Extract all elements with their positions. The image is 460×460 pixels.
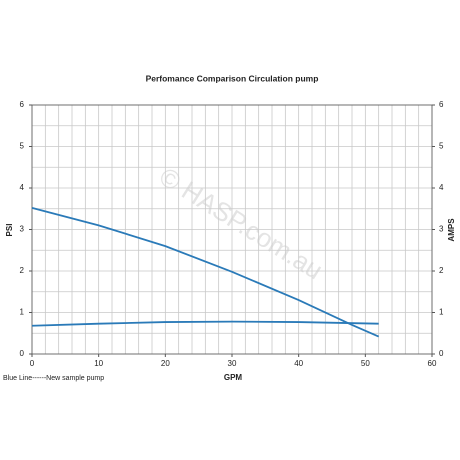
series-line xyxy=(31,207,380,338)
y2-tick-label: 0 xyxy=(439,349,444,358)
series-line xyxy=(31,320,379,327)
y2-tick-label: 5 xyxy=(439,142,444,151)
y2-tick-label: 1 xyxy=(439,308,444,317)
y2-tick-label: 6 xyxy=(439,100,444,109)
x-tick-label: 0 xyxy=(30,359,35,368)
watermark: © HASP.com.au xyxy=(154,161,328,285)
y2-axis-title: AMPS xyxy=(447,218,456,242)
x-tick-label: 50 xyxy=(361,359,370,368)
x-axis-title: GPM xyxy=(224,373,243,382)
y-tick-label: 1 xyxy=(20,308,25,317)
y-tick-label: 0 xyxy=(20,349,25,358)
x-tick-label: 60 xyxy=(428,359,437,368)
x-tick-label: 20 xyxy=(161,359,170,368)
y-tick-label: 6 xyxy=(20,100,25,109)
y2-tick-label: 2 xyxy=(439,266,444,275)
x-tick-label: 30 xyxy=(228,359,237,368)
note: Blue Line------New sample pump xyxy=(3,375,104,382)
y2-tick-label: 3 xyxy=(439,225,444,234)
chart-title: Perfomance Comparison Circulation pump xyxy=(146,73,319,83)
y-tick-label: 2 xyxy=(20,266,25,275)
y-tick-label: 5 xyxy=(20,142,25,151)
y-axis-title: PSI xyxy=(5,224,14,237)
y-tick-label: 3 xyxy=(20,225,25,234)
x-tick-label: 40 xyxy=(294,359,303,368)
x-tick-label: 10 xyxy=(94,359,103,368)
y2-tick-label: 4 xyxy=(439,183,444,192)
y-tick-label: 4 xyxy=(20,183,25,192)
